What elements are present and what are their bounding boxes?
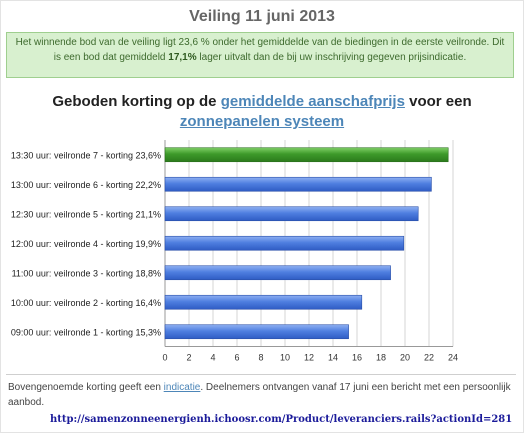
x-tick-label: 0 — [162, 353, 167, 363]
category-label: 12:00 uur: veilronde 4 - korting 19,9% — [11, 239, 161, 249]
x-tick-label: 10 — [280, 353, 290, 363]
solar-system-link[interactable]: zonnepanelen systeem — [179, 113, 345, 130]
chart-title-text-2: voor een — [404, 93, 472, 110]
x-tick-label: 22 — [424, 353, 434, 363]
bar — [164, 265, 391, 281]
chart-bars — [164, 147, 449, 340]
chart-title-text-1: Geboden korting op de — [52, 93, 221, 110]
x-tick-label: 8 — [258, 353, 263, 363]
chart-title: Geboden korting op de gemiddelde aanscha… — [0, 92, 524, 132]
category-label: 13:30 uur: veilronde 7 - korting 23,6% — [11, 150, 161, 160]
bar — [164, 235, 405, 251]
footer-text-1: Bovengenoemde korting geeft een — [8, 382, 164, 393]
chart-x-ticks: 0 2 4 6 8 10 12 14 16 18 20 22 24 — [162, 353, 458, 363]
average-price-link[interactable]: gemiddelde aanschafprijs — [220, 93, 405, 110]
notice-text-1: Het winnende bod van de veiling ligt 23,… — [15, 37, 505, 63]
x-tick-label: 6 — [234, 353, 239, 363]
category-label: 11:00 uur: veilronde 3 - korting 18,8% — [12, 268, 161, 278]
x-tick-label: 12 — [304, 353, 314, 363]
x-tick-label: 14 — [328, 353, 338, 363]
bar — [164, 147, 449, 163]
bar — [164, 324, 349, 340]
chart-category-labels: 13:30 uur: veilronde 7 - korting 23,6% 13… — [11, 150, 161, 337]
indication-link[interactable]: indicatie — [163, 382, 201, 393]
category-label: 10:00 uur: veilronde 2 - korting 16,4% — [11, 298, 161, 308]
footer-divider — [6, 374, 516, 375]
source-url[interactable]: http://samenzonneenergienh.ichoosr.com/P… — [50, 414, 513, 425]
notice-highlight: 17,1% — [168, 52, 197, 63]
x-tick-label: 4 — [210, 353, 215, 363]
x-tick-label: 18 — [376, 353, 386, 363]
bar — [164, 206, 419, 222]
notice-text-2: lager uitvalt dan de bij uw inschrijving… — [196, 52, 467, 63]
category-label: 12:30 uur: veilronde 5 - korting 21,1% — [11, 209, 161, 219]
page-title: Veiling 11 juni 2013 — [189, 8, 335, 25]
bar — [164, 176, 432, 192]
category-label: 13:00 uur: veilronde 6 - korting 22,2% — [11, 180, 161, 190]
x-tick-label: 24 — [448, 353, 458, 363]
x-tick-label: 2 — [186, 353, 191, 363]
bar — [164, 294, 363, 310]
x-tick-label: 16 — [352, 353, 362, 363]
category-label: 09:00 uur: veilronde 1 - korting 15,3% — [11, 327, 161, 337]
winning-bid-notice: Het winnende bod van de veiling ligt 23,… — [6, 32, 514, 78]
discount-bar-chart: 13:30 uur: veilronde 7 - korting 23,6% 13… — [11, 140, 458, 363]
footer-note: Bovengenoemde korting geeft een indicati… — [8, 380, 513, 410]
footer-text-2: . Deelnemers ontvangen vanaf 17 juni een… — [8, 382, 511, 408]
x-tick-label: 20 — [400, 353, 410, 363]
